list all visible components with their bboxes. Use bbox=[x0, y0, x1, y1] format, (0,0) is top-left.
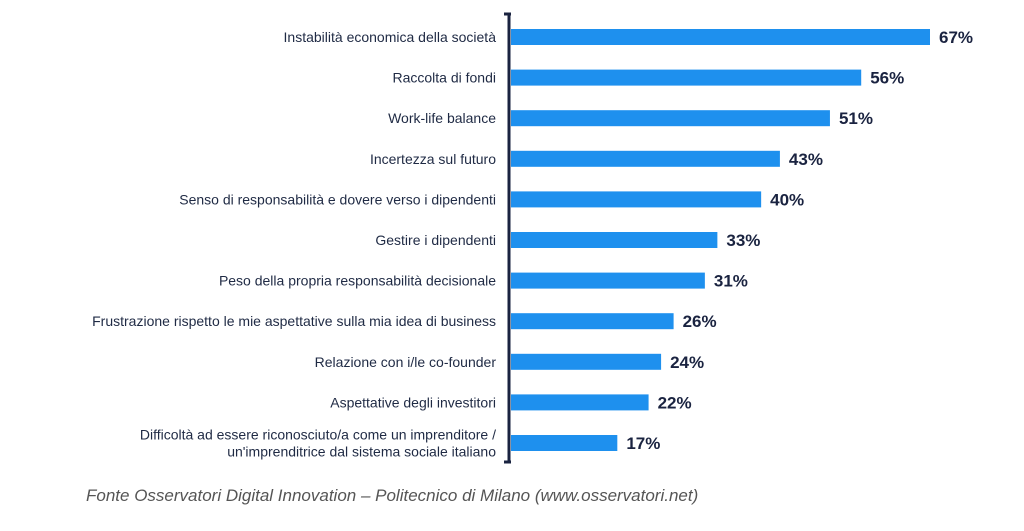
value-labels-group: 67% 56% 51% 43% 40% 33% 31% 26% 24% 22% 17% bbox=[626, 28, 973, 453]
value-label-8: 24% bbox=[670, 353, 704, 372]
value-label-9: 22% bbox=[658, 393, 692, 412]
category-label-2: Work-life balance bbox=[388, 110, 496, 126]
bar-8 bbox=[511, 353, 662, 370]
bar-4 bbox=[511, 191, 762, 208]
value-label-5: 33% bbox=[726, 231, 760, 250]
category-label-8: Relazione con i/le co-founder bbox=[315, 354, 497, 370]
category-label-7: Frustrazione rispetto le mie aspettative… bbox=[92, 313, 496, 329]
bar-1 bbox=[511, 69, 862, 86]
category-label-10-line-1: un'imprenditrice dal sistema sociale ita… bbox=[227, 444, 496, 460]
value-label-1: 56% bbox=[870, 69, 904, 88]
value-label-4: 40% bbox=[770, 190, 804, 209]
category-label-4: Senso di responsabilità e dovere verso i… bbox=[179, 191, 496, 207]
bar-5 bbox=[511, 232, 718, 248]
bar-3 bbox=[511, 150, 780, 167]
value-label-7: 26% bbox=[683, 312, 717, 331]
category-label-5: Gestire i dipendenti bbox=[375, 232, 496, 248]
bar-6 bbox=[511, 272, 705, 289]
bar-10 bbox=[511, 435, 618, 451]
source-note: Fonte Osservatori Digital Innovation – P… bbox=[86, 486, 699, 505]
category-label-3: Incertezza sul futuro bbox=[370, 151, 496, 167]
bar-9 bbox=[511, 394, 649, 411]
value-label-6: 31% bbox=[714, 272, 748, 291]
bar-0 bbox=[511, 29, 930, 45]
category-label-6: Peso della propria responsabilità decisi… bbox=[219, 273, 496, 289]
value-label-0: 67% bbox=[939, 28, 973, 47]
bar-2 bbox=[511, 110, 830, 127]
bars-group bbox=[511, 29, 930, 451]
value-label-3: 43% bbox=[789, 150, 823, 169]
category-label-1: Raccolta di fondi bbox=[392, 70, 496, 86]
category-label-10-line-0: Difficoltà ad essere riconosciuto/a come… bbox=[140, 427, 496, 443]
category-label-9: Aspettative degli investitori bbox=[330, 394, 496, 410]
category-label-0: Instabilità economica della società bbox=[284, 29, 497, 45]
bar-7 bbox=[511, 313, 674, 330]
value-label-2: 51% bbox=[839, 109, 873, 128]
value-label-10: 17% bbox=[626, 434, 660, 453]
category-labels-group: Instabilità economica della società Racco… bbox=[92, 29, 496, 460]
